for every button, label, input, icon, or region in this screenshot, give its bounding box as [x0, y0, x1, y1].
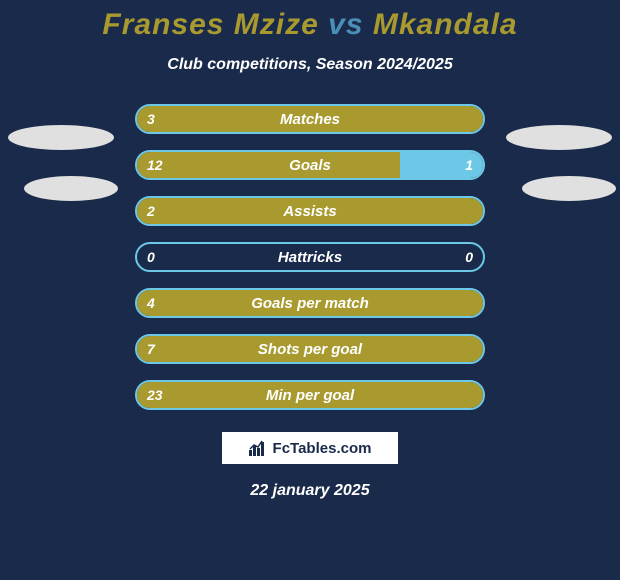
title-vs: vs: [328, 8, 363, 41]
stat-label: Min per goal: [137, 387, 483, 404]
placeholder-ellipse: [522, 176, 616, 201]
stat-value-left: 0: [147, 249, 155, 265]
title: Franses Mzize vs Mkandala: [0, 8, 620, 42]
stat-row: Goals per match4: [0, 288, 620, 318]
stat-value-left: 12: [147, 157, 163, 173]
stat-bar: Goals12 1: [135, 150, 485, 180]
stat-label: Goals per match: [137, 295, 483, 312]
date-text: 22 january 2025: [0, 482, 620, 500]
comparison-card: Franses Mzize vs Mkandala Club competiti…: [0, 0, 620, 580]
stat-bar: Matches3: [135, 104, 485, 134]
fctables-logo[interactable]: FcTables.com: [220, 430, 400, 466]
stat-label: Matches: [137, 111, 483, 128]
stat-bar: Shots per goal7: [135, 334, 485, 364]
stat-row: Goals12 1: [0, 150, 620, 180]
title-player2: Mkandala: [373, 8, 518, 41]
stat-value-left: 23: [147, 387, 163, 403]
placeholder-ellipse: [506, 125, 612, 150]
stat-value-right: 0: [465, 249, 473, 265]
stat-bar: Assists2: [135, 196, 485, 226]
stat-row: Assists2: [0, 196, 620, 226]
stats-area: Matches3 Goals12 1 Assists2 Hattricks0 0 Goals…: [0, 104, 620, 410]
stat-bar: Goals per match4: [135, 288, 485, 318]
stat-label: Shots per goal: [137, 341, 483, 358]
title-player1: Franses Mzize: [102, 8, 318, 41]
stat-bar: Hattricks0 0: [135, 242, 485, 272]
placeholder-ellipse: [24, 176, 118, 201]
stat-value-left: 7: [147, 341, 155, 357]
stat-value-right: 1: [465, 157, 473, 173]
stat-bar: Min per goal23: [135, 380, 485, 410]
logo-text: FcTables.com: [273, 440, 372, 457]
stat-row: Min per goal23: [0, 380, 620, 410]
stat-row: Hattricks0 0: [0, 242, 620, 272]
placeholder-ellipse: [8, 125, 114, 150]
stat-row: Shots per goal7: [0, 334, 620, 364]
bar-chart-icon: [249, 440, 267, 456]
stat-label: Goals: [137, 157, 483, 174]
stat-value-left: 2: [147, 203, 155, 219]
stat-value-left: 3: [147, 111, 155, 127]
stat-value-left: 4: [147, 295, 155, 311]
stat-label: Hattricks: [137, 249, 483, 266]
subtitle: Club competitions, Season 2024/2025: [0, 56, 620, 74]
stat-label: Assists: [137, 203, 483, 220]
